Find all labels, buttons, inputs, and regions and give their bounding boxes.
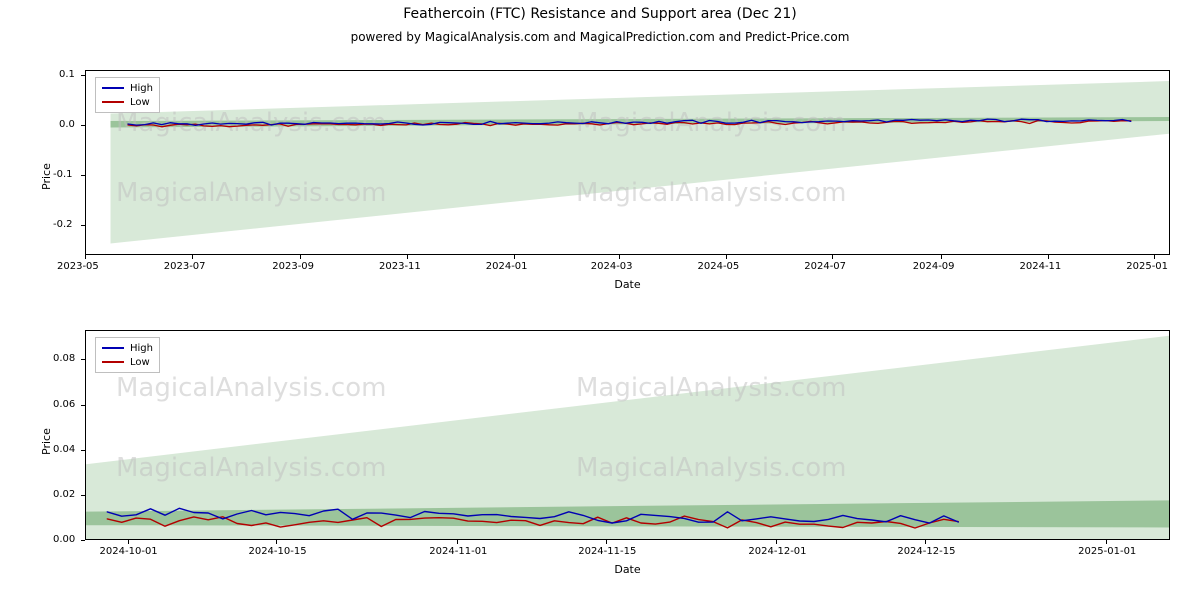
- ylabel-bottom: Price: [40, 428, 53, 455]
- xtick-label: 2023-05: [57, 261, 99, 272]
- legend-item: Low: [102, 95, 153, 109]
- ytick-label: -0.2: [53, 219, 73, 230]
- xtick-label: 2024-11-01: [429, 546, 487, 557]
- svg-text:MagicalAnalysis.com: MagicalAnalysis.com: [576, 178, 846, 208]
- svg-text:MagicalAnalysis.com: MagicalAnalysis.com: [576, 453, 846, 483]
- legend-swatch: [102, 361, 124, 363]
- xtick-label: 2024-05: [698, 261, 740, 272]
- svg-text:MagicalAnalysis.com: MagicalAnalysis.com: [116, 178, 386, 208]
- ytick-label: 0.00: [53, 534, 75, 545]
- xtick-label: 2024-09: [913, 261, 955, 272]
- ytick-label: 0.02: [53, 489, 75, 500]
- xlabel-bottom: Date: [85, 563, 1170, 576]
- xtick-label: 2024-11-15: [578, 546, 636, 557]
- ytick-label: 0.06: [53, 399, 75, 410]
- xtick-label: 2025-01: [1126, 261, 1168, 272]
- legend-swatch: [102, 347, 124, 349]
- xtick-label: 2024-03: [591, 261, 633, 272]
- chart-svg-top: MagicalAnalysis.comMagicalAnalysis.comMa…: [86, 71, 1170, 255]
- svg-text:MagicalAnalysis.com: MagicalAnalysis.com: [116, 373, 386, 403]
- legend-label: Low: [130, 357, 150, 368]
- chart-title: Feathercoin (FTC) Resistance and Support…: [0, 6, 1200, 22]
- legend-top: High Low: [95, 77, 160, 113]
- xtick-label: 2024-12-15: [897, 546, 955, 557]
- xlabel-top: Date: [85, 278, 1170, 291]
- figure: Feathercoin (FTC) Resistance and Support…: [0, 0, 1200, 600]
- ytick-label: 0.1: [59, 69, 75, 80]
- ytick-label: 0.04: [53, 444, 75, 455]
- chart-panel-bottom: MagicalAnalysis.com MagicalAnalysis.com Ma…: [85, 330, 1170, 540]
- svg-text:MagicalAnalysis.com: MagicalAnalysis.com: [116, 453, 386, 483]
- chart-subtitle: powered by MagicalAnalysis.com and Magic…: [0, 30, 1200, 44]
- legend-item: High: [102, 81, 153, 95]
- xtick-label: 2023-11: [379, 261, 421, 272]
- xtick-label: 2023-07: [164, 261, 206, 272]
- legend-item: Low: [102, 355, 153, 369]
- legend-swatch: [102, 87, 124, 89]
- chart-panel-top: MagicalAnalysis.comMagicalAnalysis.comMa…: [85, 70, 1170, 255]
- xtick-label: 2024-11: [1020, 261, 1062, 272]
- xtick-label: 2024-10-15: [248, 546, 306, 557]
- xtick-label: 2025-01-01: [1078, 546, 1136, 557]
- ytick-label: -0.1: [53, 169, 73, 180]
- legend-bottom: High Low: [95, 337, 160, 373]
- ylabel-top: Price: [40, 163, 53, 190]
- legend-label: High: [130, 83, 153, 94]
- xtick-label: 2024-07: [804, 261, 846, 272]
- legend-label: Low: [130, 97, 150, 108]
- svg-text:MagicalAnalysis.com: MagicalAnalysis.com: [576, 373, 846, 403]
- chart-svg-bottom: MagicalAnalysis.com MagicalAnalysis.com Ma…: [86, 331, 1170, 540]
- xtick-label: 2024-10-01: [100, 546, 158, 557]
- xtick-label: 2024-01: [486, 261, 528, 272]
- xtick-label: 2023-09: [272, 261, 314, 272]
- legend-item: High: [102, 341, 153, 355]
- legend-label: High: [130, 343, 153, 354]
- legend-swatch: [102, 101, 124, 103]
- ytick-label: 0.08: [53, 353, 75, 364]
- ytick-label: 0.0: [59, 119, 75, 130]
- xtick-label: 2024-12-01: [748, 546, 806, 557]
